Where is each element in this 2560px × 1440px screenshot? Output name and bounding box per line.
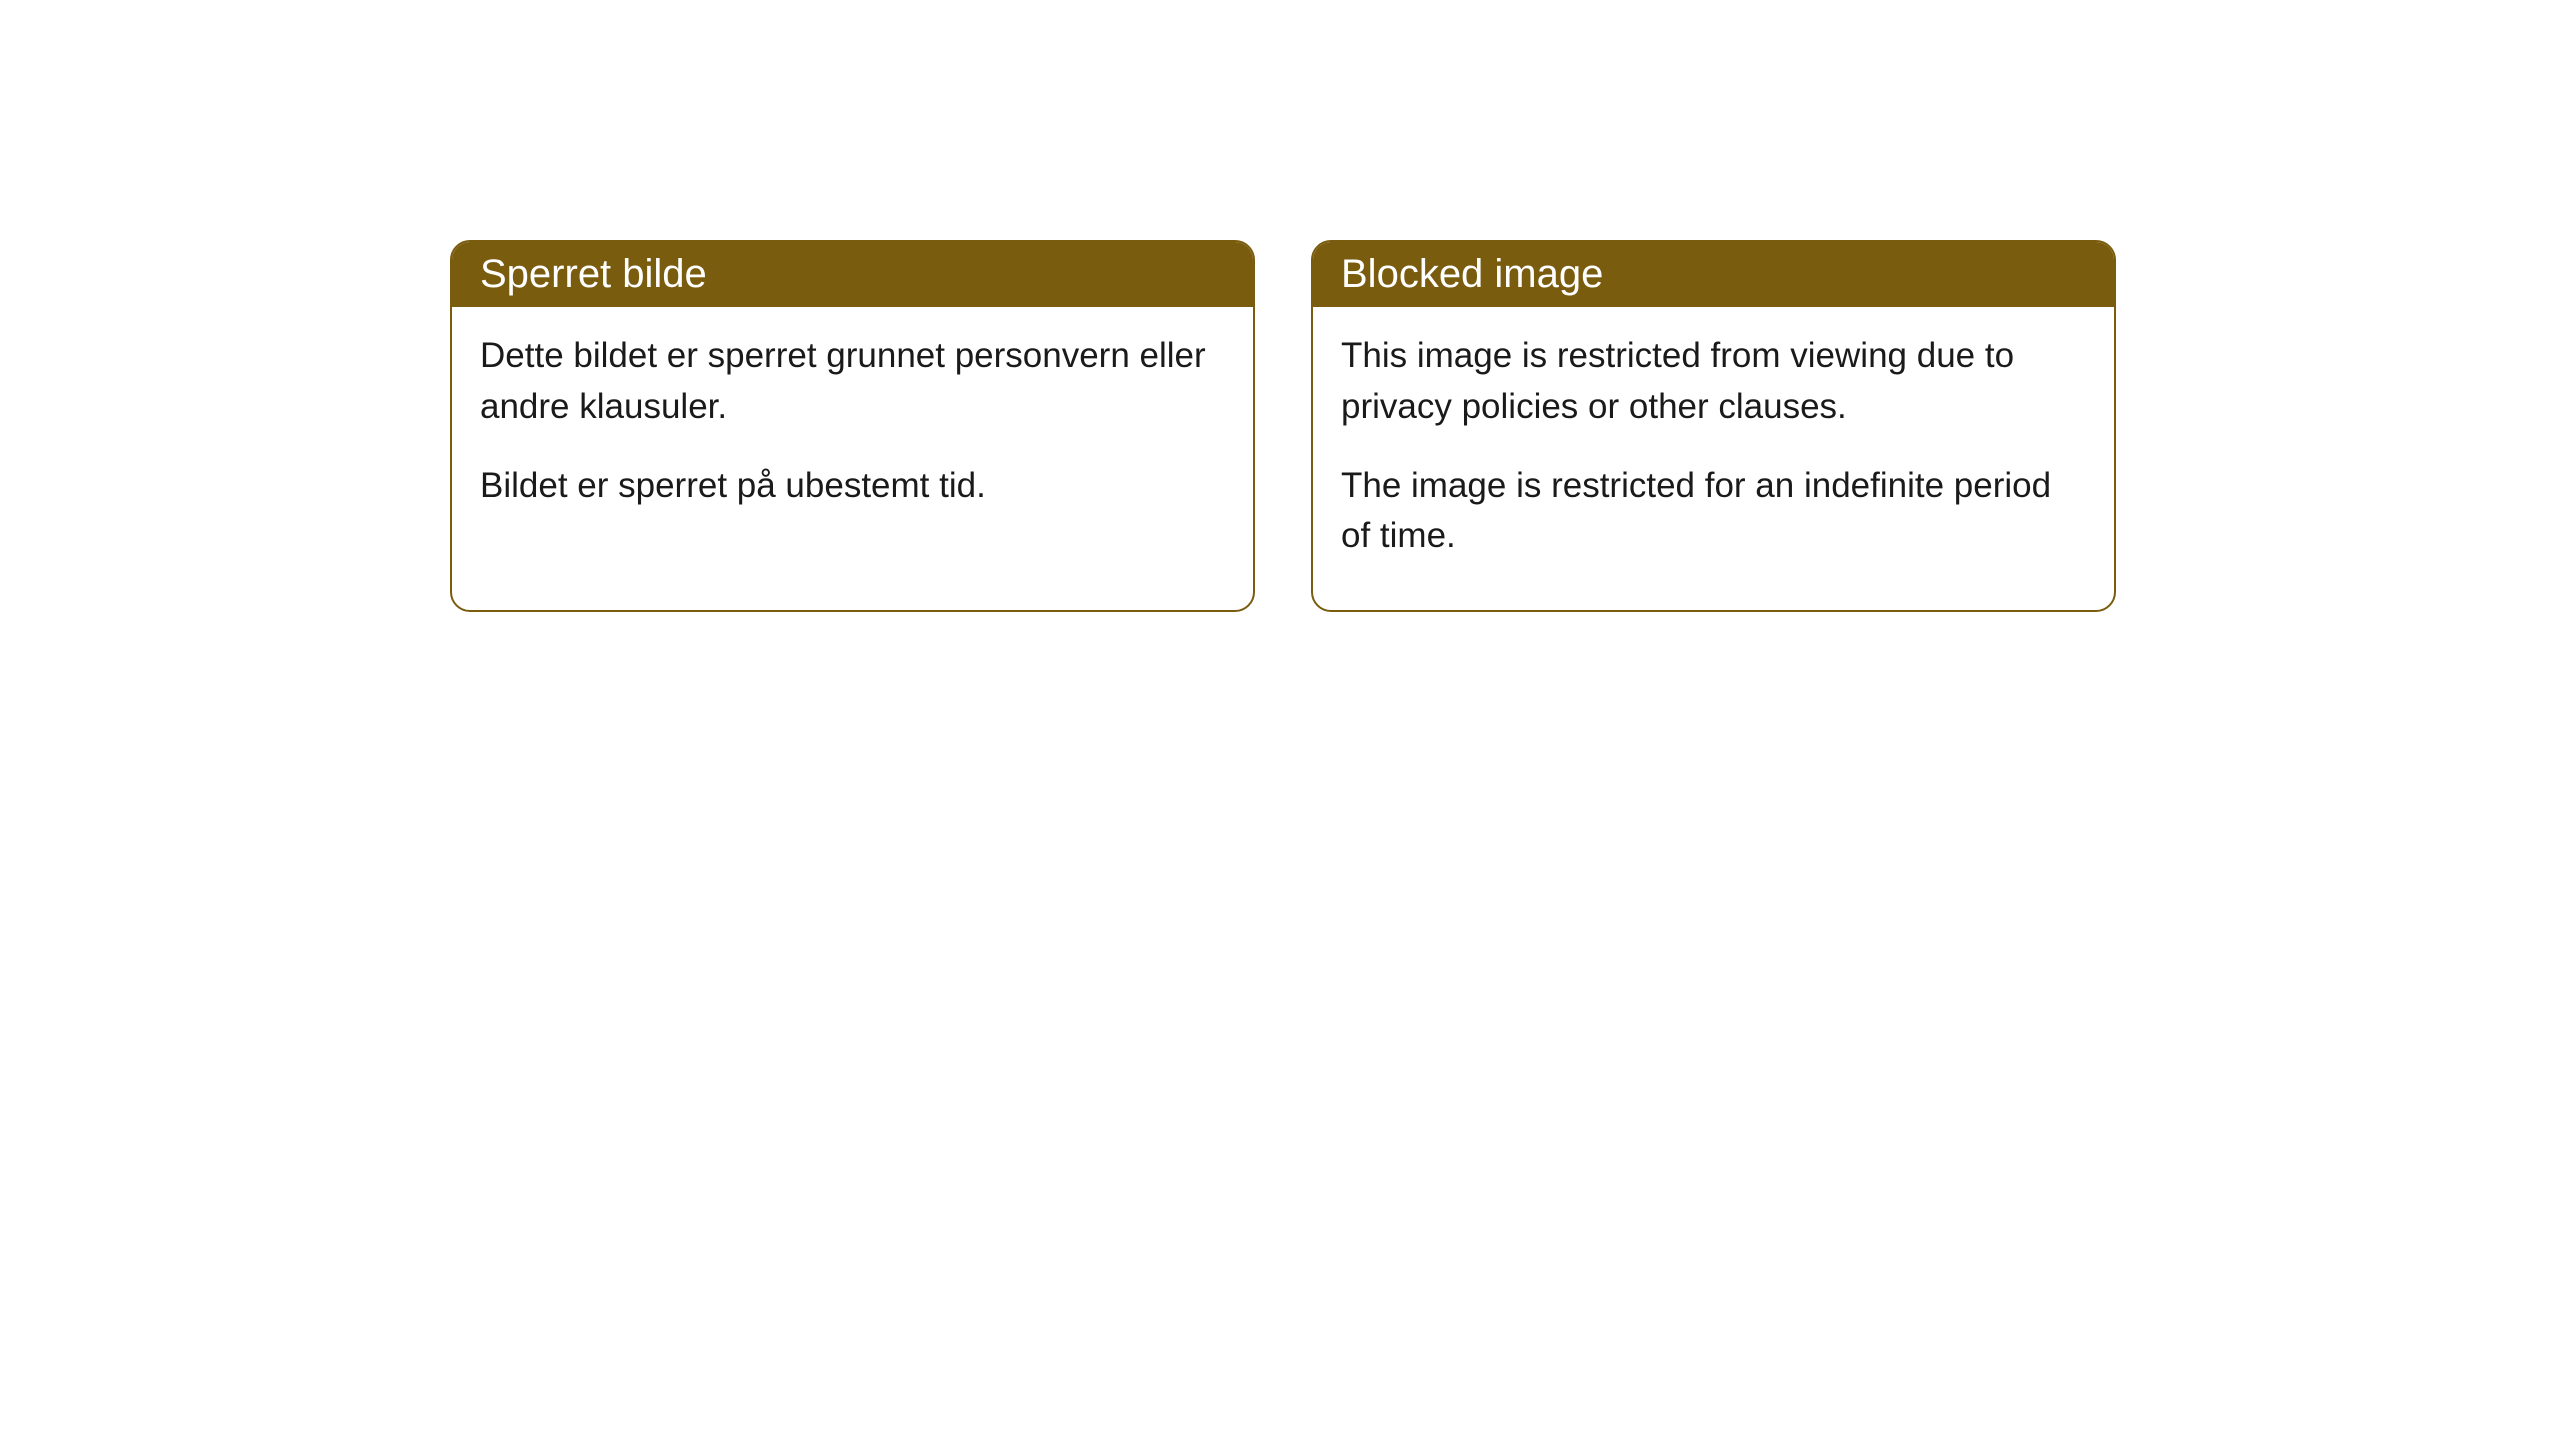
- card-paragraph: This image is restricted from viewing du…: [1341, 331, 2086, 433]
- card-title: Sperret bilde: [480, 252, 707, 296]
- blocked-image-card-en: Blocked image This image is restricted f…: [1311, 240, 2116, 612]
- card-body: Dette bildet er sperret grunnet personve…: [452, 307, 1253, 559]
- notice-cards-container: Sperret bilde Dette bildet er sperret gr…: [450, 240, 2116, 612]
- card-title: Blocked image: [1341, 252, 1603, 296]
- card-paragraph: Dette bildet er sperret grunnet personve…: [480, 331, 1225, 433]
- card-paragraph: The image is restricted for an indefinit…: [1341, 461, 2086, 563]
- card-header: Sperret bilde: [452, 242, 1253, 307]
- blocked-image-card-no: Sperret bilde Dette bildet er sperret gr…: [450, 240, 1255, 612]
- card-header: Blocked image: [1313, 242, 2114, 307]
- card-body: This image is restricted from viewing du…: [1313, 307, 2114, 610]
- card-paragraph: Bildet er sperret på ubestemt tid.: [480, 461, 1225, 512]
